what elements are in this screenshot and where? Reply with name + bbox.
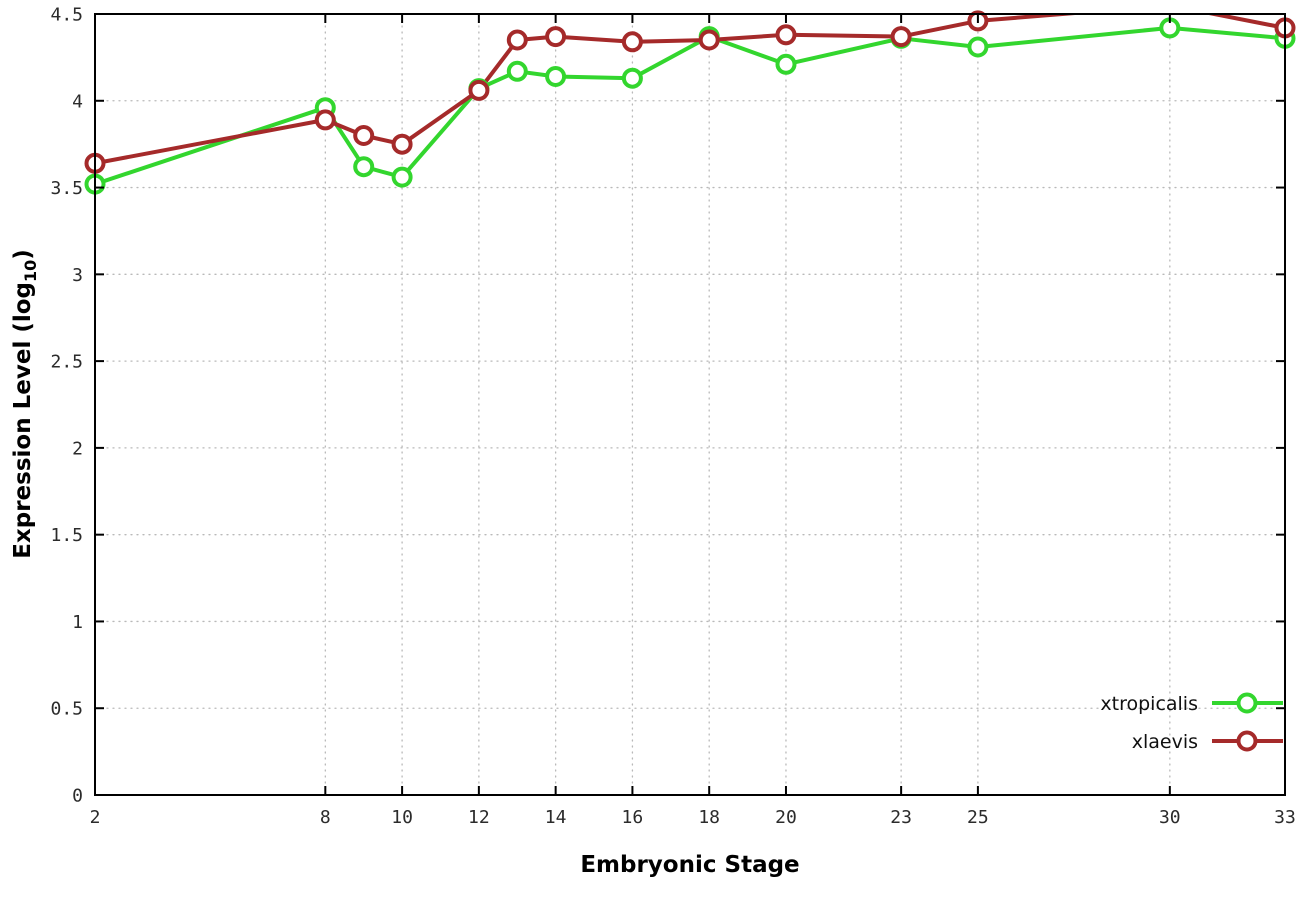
legend-label-xtropicalis: xtropicalis <box>1100 693 1198 715</box>
x-tick-label: 20 <box>775 807 797 828</box>
y-axis-title-subscript: 10 <box>21 260 40 282</box>
x-tick-label: 23 <box>890 807 912 828</box>
data-point <box>621 67 643 89</box>
data-point <box>506 60 528 82</box>
data-point <box>890 26 912 48</box>
y-tick-label: 2.5 <box>50 352 83 373</box>
data-point <box>353 156 375 178</box>
y-tick-label: 0 <box>72 786 83 807</box>
data-point <box>545 66 567 87</box>
y-axis-title-end: ) <box>10 249 36 260</box>
x-tick-labels: 2 8 10 12 14 16 18 20 23 25 30 33 <box>90 807 1296 828</box>
x-tick-label: 16 <box>622 807 644 828</box>
x-tick-label: 10 <box>391 807 413 828</box>
data-point <box>967 36 989 58</box>
y-tick-label: 3.5 <box>50 178 83 199</box>
data-point <box>353 125 375 146</box>
x-tick-label: 12 <box>468 807 490 828</box>
y-tick-label: 4.5 <box>50 5 83 26</box>
legend-sample-marker-xtropicalis <box>1236 692 1258 714</box>
data-point <box>775 24 797 46</box>
y-tick-labels: 0 0.5 1 1.5 2 2.5 3 3.5 4 4.5 <box>50 5 83 807</box>
series-line-xlaevis <box>95 14 1285 166</box>
y-tick-label: 2 <box>72 438 83 459</box>
data-point <box>506 29 528 51</box>
legend-label-xlaevis: xlaevis <box>1132 731 1198 753</box>
y-tick-label: 3 <box>72 265 83 286</box>
data-point <box>468 79 490 101</box>
y-tick-label: 1.5 <box>50 525 83 546</box>
series-lines <box>95 14 1285 187</box>
legend-samples <box>1212 692 1283 752</box>
x-tick-label: 25 <box>967 807 989 828</box>
tick-marks <box>94 13 1286 796</box>
y-tick-label: 0.5 <box>50 699 83 720</box>
y-tick-label: 1 <box>72 612 83 633</box>
plot-area: 2 8 10 12 14 16 18 20 23 25 30 33 0 0.5 1 1.5 2 2.5 3 3.5 4 4… <box>50 5 1295 829</box>
data-point <box>314 109 336 131</box>
data-point <box>698 29 720 51</box>
x-tick-label: 2 <box>90 807 101 828</box>
data-point <box>621 31 643 53</box>
data-point <box>545 26 567 48</box>
series-line-xtropicalis <box>95 25 1285 187</box>
x-tick-label: 30 <box>1159 807 1181 828</box>
x-tick-label: 8 <box>320 807 331 828</box>
x-tick-label: 33 <box>1274 807 1296 828</box>
plot-border <box>94 13 1286 796</box>
data-point <box>391 133 413 155</box>
x-tick-label: 14 <box>545 807 567 828</box>
x-axis-title: Embryonic Stage <box>580 852 799 878</box>
series-markers-xlaevis <box>84 10 1296 174</box>
x-tick-label: 18 <box>698 807 720 828</box>
y-axis-title: Expression Level (log10) <box>10 249 40 559</box>
y-tick-label: 4 <box>72 91 83 112</box>
y-axis-title-main: Expression Level (log <box>10 282 36 559</box>
legend-sample-marker-xlaevis <box>1236 730 1258 752</box>
data-point <box>391 166 413 188</box>
data-point <box>775 53 797 75</box>
